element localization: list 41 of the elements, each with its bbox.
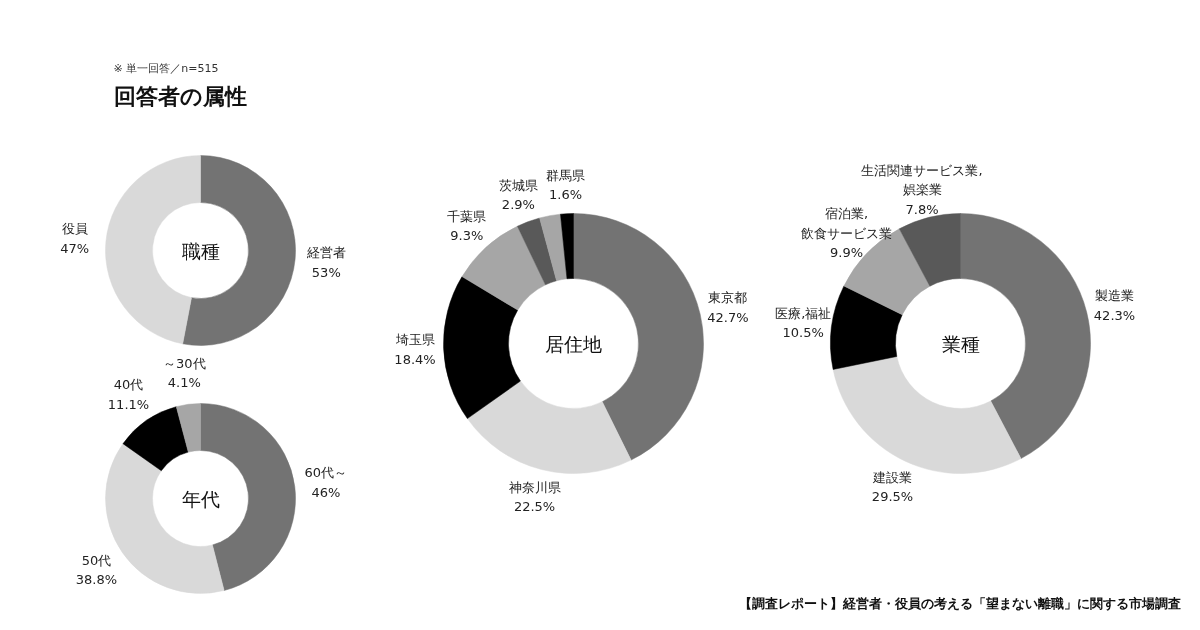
text: 居住地: [545, 332, 602, 355]
data-label: 53%: [311, 264, 341, 280]
data-label: 2.9%: [501, 197, 535, 213]
slice-label: 埼玉県: [394, 332, 435, 348]
slice-label: 経営者: [305, 245, 346, 261]
slice-label: 生活関連サービス業, 娯楽業: [861, 162, 983, 198]
data-label: 1.6%: [549, 187, 583, 203]
data-label: 4.1%: [167, 375, 201, 391]
slice-label: 神奈川県: [508, 479, 561, 495]
slice-label: 宿泊業, 飲食サービス業: [801, 206, 893, 241]
slice-label: 建設業: [872, 469, 913, 485]
slice-label: 製造業: [1094, 288, 1134, 304]
data-label: 42.3%: [1093, 307, 1136, 323]
slice-label: 医療,福祉: [775, 305, 832, 321]
slice-label: 東京都: [708, 290, 748, 306]
text: 業種: [941, 332, 980, 355]
data-label: 47%: [60, 240, 90, 256]
slice-label: 60代～: [304, 465, 348, 481]
data-label: 11.1%: [107, 396, 150, 412]
data-label: 42.7%: [707, 309, 749, 325]
data-label: 7.8%: [905, 201, 939, 217]
text: 回答者の属性: [113, 84, 247, 109]
text: 職種: [181, 239, 220, 262]
slice-label: 群馬県: [546, 167, 586, 183]
slice-label: ～30代: [163, 355, 206, 371]
data-label: 10.5%: [782, 325, 824, 341]
slice-label: 50代: [81, 552, 112, 568]
text: 【調査レポート】経営者・役員の考える「望まない離職」に関する市場調査: [738, 596, 1181, 611]
data-label: 22.5%: [513, 499, 556, 515]
slice-label: 40代: [113, 377, 144, 393]
data-label: 46%: [311, 484, 341, 500]
slice-label: 茨城県: [498, 177, 538, 193]
data-label: 9.3%: [450, 228, 484, 244]
slice-label: 役員: [61, 221, 88, 237]
text: ※ 単一回答／n=515: [113, 62, 219, 75]
slice-label: 千葉県: [447, 208, 487, 224]
text: 年代: [181, 487, 220, 510]
data-label: 29.5%: [871, 489, 914, 505]
data-label: 38.8%: [75, 572, 118, 588]
data-label: 9.9%: [830, 245, 864, 261]
data-label: 18.4%: [394, 351, 436, 367]
